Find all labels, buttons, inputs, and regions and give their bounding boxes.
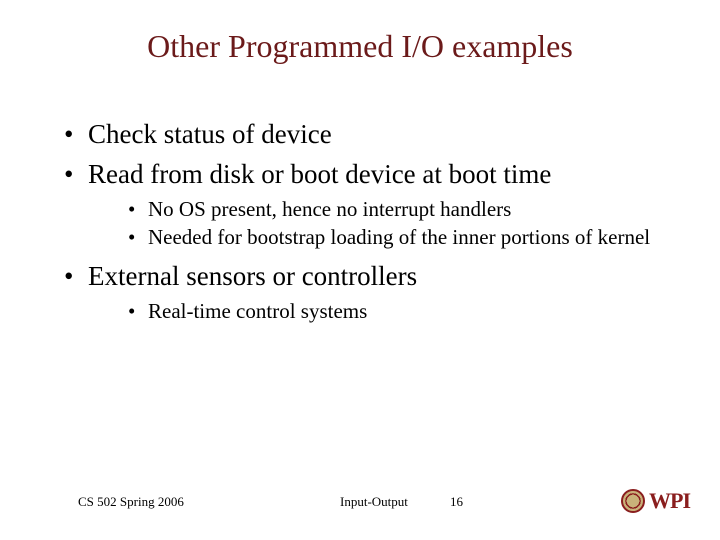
slide: Other Programmed I/O examples Check stat… [0, 0, 720, 540]
bullet-text: Check status of device [88, 119, 332, 149]
bullet-text: Needed for bootstrap loading of the inne… [148, 225, 650, 249]
list-item: Real-time control systems [126, 298, 680, 324]
footer-page-number: 16 [450, 494, 463, 510]
footer-course: CS 502 Spring 2006 [78, 494, 184, 510]
list-item: Read from disk or boot device at boot ti… [60, 158, 680, 250]
sub-list: Real-time control systems [88, 298, 680, 324]
bullet-text: Read from disk or boot device at boot ti… [88, 159, 551, 189]
list-item: Needed for bootstrap loading of the inne… [126, 224, 680, 250]
wpi-text: WPI [649, 488, 690, 514]
list-item: External sensors or controllers Real-tim… [60, 260, 680, 324]
bullet-list: Check status of device Read from disk or… [60, 118, 680, 324]
slide-title: Other Programmed I/O examples [0, 28, 720, 65]
slide-content: Check status of device Read from disk or… [60, 118, 680, 334]
list-item: Check status of device [60, 118, 680, 152]
footer-topic: Input-Output [340, 494, 408, 510]
bullet-text: External sensors or controllers [88, 261, 417, 291]
bullet-text: Real-time control systems [148, 299, 367, 323]
list-item: No OS present, hence no interrupt handle… [126, 196, 680, 222]
wpi-logo: WPI [621, 488, 690, 514]
footer: CS 502 Spring 2006 Input-Output 16 WPI [0, 478, 720, 518]
sub-list: No OS present, hence no interrupt handle… [88, 196, 680, 251]
bullet-text: No OS present, hence no interrupt handle… [148, 197, 511, 221]
wpi-seal-icon [621, 489, 645, 513]
